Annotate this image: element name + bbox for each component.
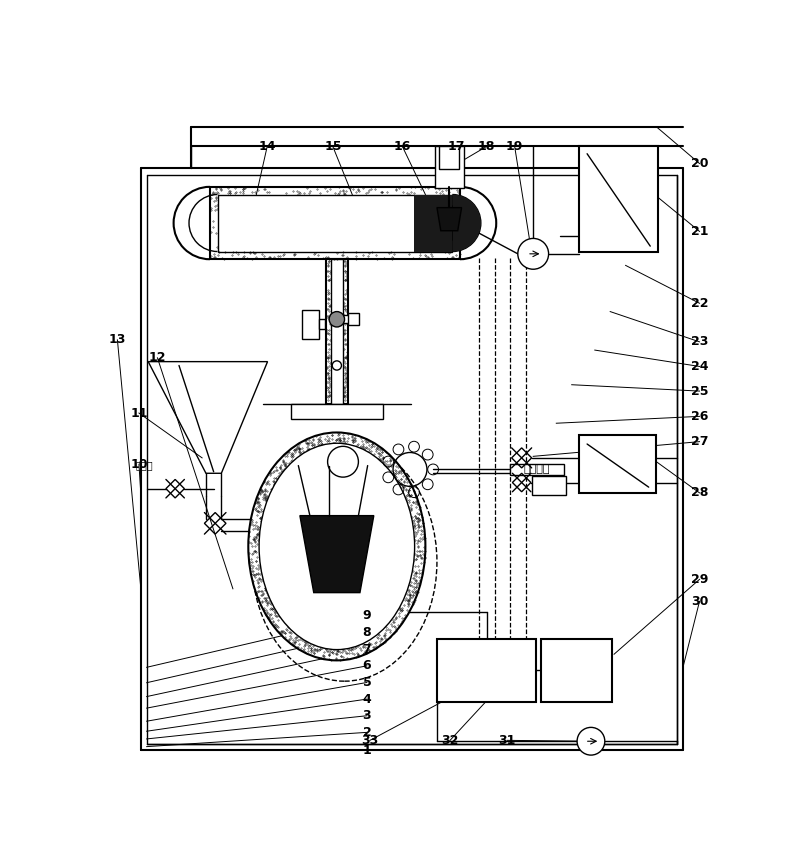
Text: 19: 19: [506, 141, 523, 154]
Text: 21: 21: [690, 225, 708, 238]
Text: 29: 29: [691, 573, 708, 586]
Text: 14: 14: [258, 141, 276, 154]
Bar: [541, 638, 612, 702]
Bar: [349, 313, 359, 326]
Text: 18: 18: [477, 141, 494, 154]
Text: 13: 13: [109, 334, 126, 346]
Bar: [579, 435, 657, 492]
Text: 7: 7: [362, 643, 371, 656]
Text: 24: 24: [690, 360, 708, 373]
Text: 1: 1: [362, 744, 371, 757]
Wedge shape: [434, 194, 481, 251]
Circle shape: [328, 447, 358, 477]
Bar: [326, 259, 348, 404]
Text: 33: 33: [362, 734, 378, 746]
Bar: [319, 320, 326, 328]
Text: 16: 16: [394, 141, 411, 154]
Text: 12: 12: [149, 352, 166, 365]
Text: 17: 17: [447, 141, 465, 154]
Polygon shape: [414, 194, 452, 251]
Text: 接真空泵: 接真空泵: [524, 465, 550, 474]
Text: 2: 2: [362, 726, 371, 739]
Ellipse shape: [248, 433, 426, 660]
Bar: [439, 146, 459, 169]
Circle shape: [577, 727, 605, 755]
Circle shape: [332, 361, 342, 370]
Bar: [218, 194, 452, 251]
Circle shape: [518, 238, 549, 270]
Text: 6: 6: [362, 659, 371, 672]
Text: 31: 31: [498, 734, 516, 746]
Bar: [579, 146, 658, 252]
Text: 10: 10: [130, 458, 148, 471]
Circle shape: [329, 312, 345, 327]
Text: 23: 23: [691, 335, 708, 348]
Text: 26: 26: [691, 410, 708, 422]
Polygon shape: [437, 207, 462, 231]
Text: 5: 5: [362, 676, 371, 689]
Text: 9: 9: [362, 609, 371, 622]
Text: 8: 8: [362, 626, 371, 639]
Text: 至排水: 至排水: [135, 461, 153, 471]
Bar: [532, 475, 566, 495]
Text: 30: 30: [691, 594, 708, 607]
Text: 27: 27: [690, 435, 708, 448]
Text: 32: 32: [442, 734, 458, 746]
Bar: [434, 146, 464, 188]
Text: 22: 22: [690, 296, 708, 310]
Text: 11: 11: [130, 407, 148, 420]
Text: 4: 4: [362, 693, 371, 706]
Text: 25: 25: [690, 384, 708, 397]
Text: 3: 3: [362, 709, 371, 722]
Bar: [330, 259, 343, 404]
Ellipse shape: [259, 443, 414, 650]
Polygon shape: [300, 516, 374, 593]
Bar: [437, 638, 535, 702]
Bar: [343, 315, 350, 323]
Bar: [302, 310, 319, 340]
Bar: [210, 187, 460, 259]
Bar: [510, 464, 564, 475]
Text: 28: 28: [691, 486, 708, 499]
Text: 20: 20: [690, 157, 708, 170]
Bar: [290, 404, 383, 419]
Text: 15: 15: [324, 141, 342, 154]
